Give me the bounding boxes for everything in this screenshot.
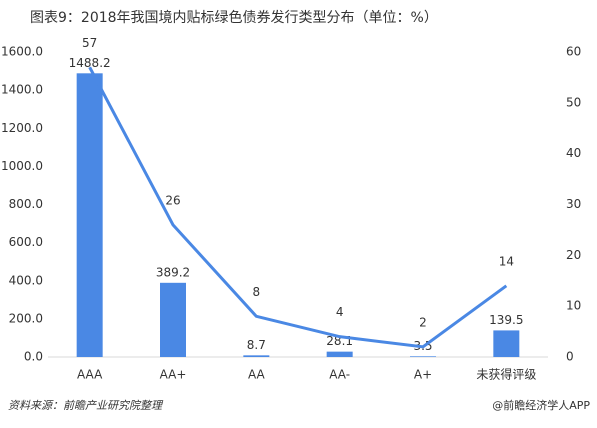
- bar: [493, 330, 520, 357]
- line-label: 4: [336, 305, 344, 319]
- y2-tick-label: 40: [566, 146, 581, 160]
- bar-label: 8.7: [247, 338, 266, 352]
- y-tick-label: 0.0: [24, 350, 43, 364]
- y-tick-label: 400.0: [9, 273, 43, 287]
- x-tick-label: AA-: [329, 368, 350, 382]
- y-tick-label: 600.0: [9, 235, 43, 249]
- y2-tick-label: 20: [566, 248, 581, 262]
- x-tick-label: 未获得评级: [476, 367, 536, 382]
- bar: [410, 356, 436, 357]
- y-tick-label: 1600.0: [1, 45, 43, 59]
- y-tick-label: 1200.0: [1, 121, 43, 135]
- y-tick-label: 800.0: [9, 197, 43, 211]
- y2-tick-label: 50: [566, 95, 581, 109]
- y2-tick-label: 60: [566, 45, 581, 59]
- bar: [326, 351, 353, 357]
- brand: @前瞻经济学人APP: [492, 398, 590, 412]
- y2-tick-label: 0: [566, 350, 574, 364]
- line-label: 14: [499, 254, 514, 268]
- chart-title: 图表9：2018年我国境内贴标绿色债券发行类型分布（单位：%）: [30, 9, 438, 26]
- x-tick-label: AA+: [160, 368, 187, 382]
- line-label: 57: [82, 36, 97, 50]
- y2-tick-label: 10: [566, 299, 581, 313]
- line-label: 2: [419, 315, 427, 329]
- bar: [243, 355, 270, 357]
- y-tick-label: 1400.0: [1, 83, 43, 97]
- x-tick-label: AA: [248, 368, 266, 382]
- y-tick-label: 200.0: [9, 311, 43, 325]
- x-tick-label: AAA: [77, 368, 103, 382]
- bar-label: 389.2: [156, 265, 190, 279]
- bar-label: 139.5: [489, 313, 523, 327]
- source: 资料来源：前瞻产业研究院整理: [8, 399, 164, 412]
- y-tick-label: 1000.0: [1, 159, 43, 173]
- y2-tick-label: 30: [566, 197, 581, 211]
- bar: [160, 282, 186, 357]
- line: [88, 66, 508, 349]
- line-label: 8: [253, 285, 261, 299]
- line-label: 26: [165, 193, 180, 207]
- bar: [76, 73, 103, 357]
- x-tick-label: A+: [414, 368, 432, 382]
- bar-label: 1488.2: [69, 56, 111, 70]
